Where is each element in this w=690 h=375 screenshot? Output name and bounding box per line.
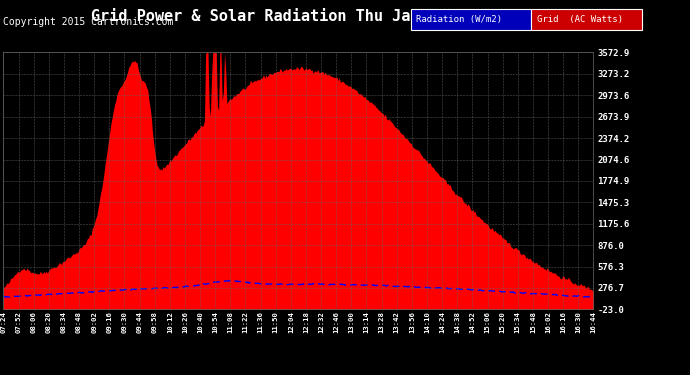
Text: Radiation (W/m2): Radiation (W/m2) bbox=[416, 15, 502, 24]
Text: Grid Power & Solar Radiation Thu Jan 15 16:50: Grid Power & Solar Radiation Thu Jan 15 … bbox=[91, 9, 502, 24]
Text: Grid  (AC Watts): Grid (AC Watts) bbox=[537, 15, 623, 24]
Text: Copyright 2015 Cartronics.com: Copyright 2015 Cartronics.com bbox=[3, 17, 174, 27]
